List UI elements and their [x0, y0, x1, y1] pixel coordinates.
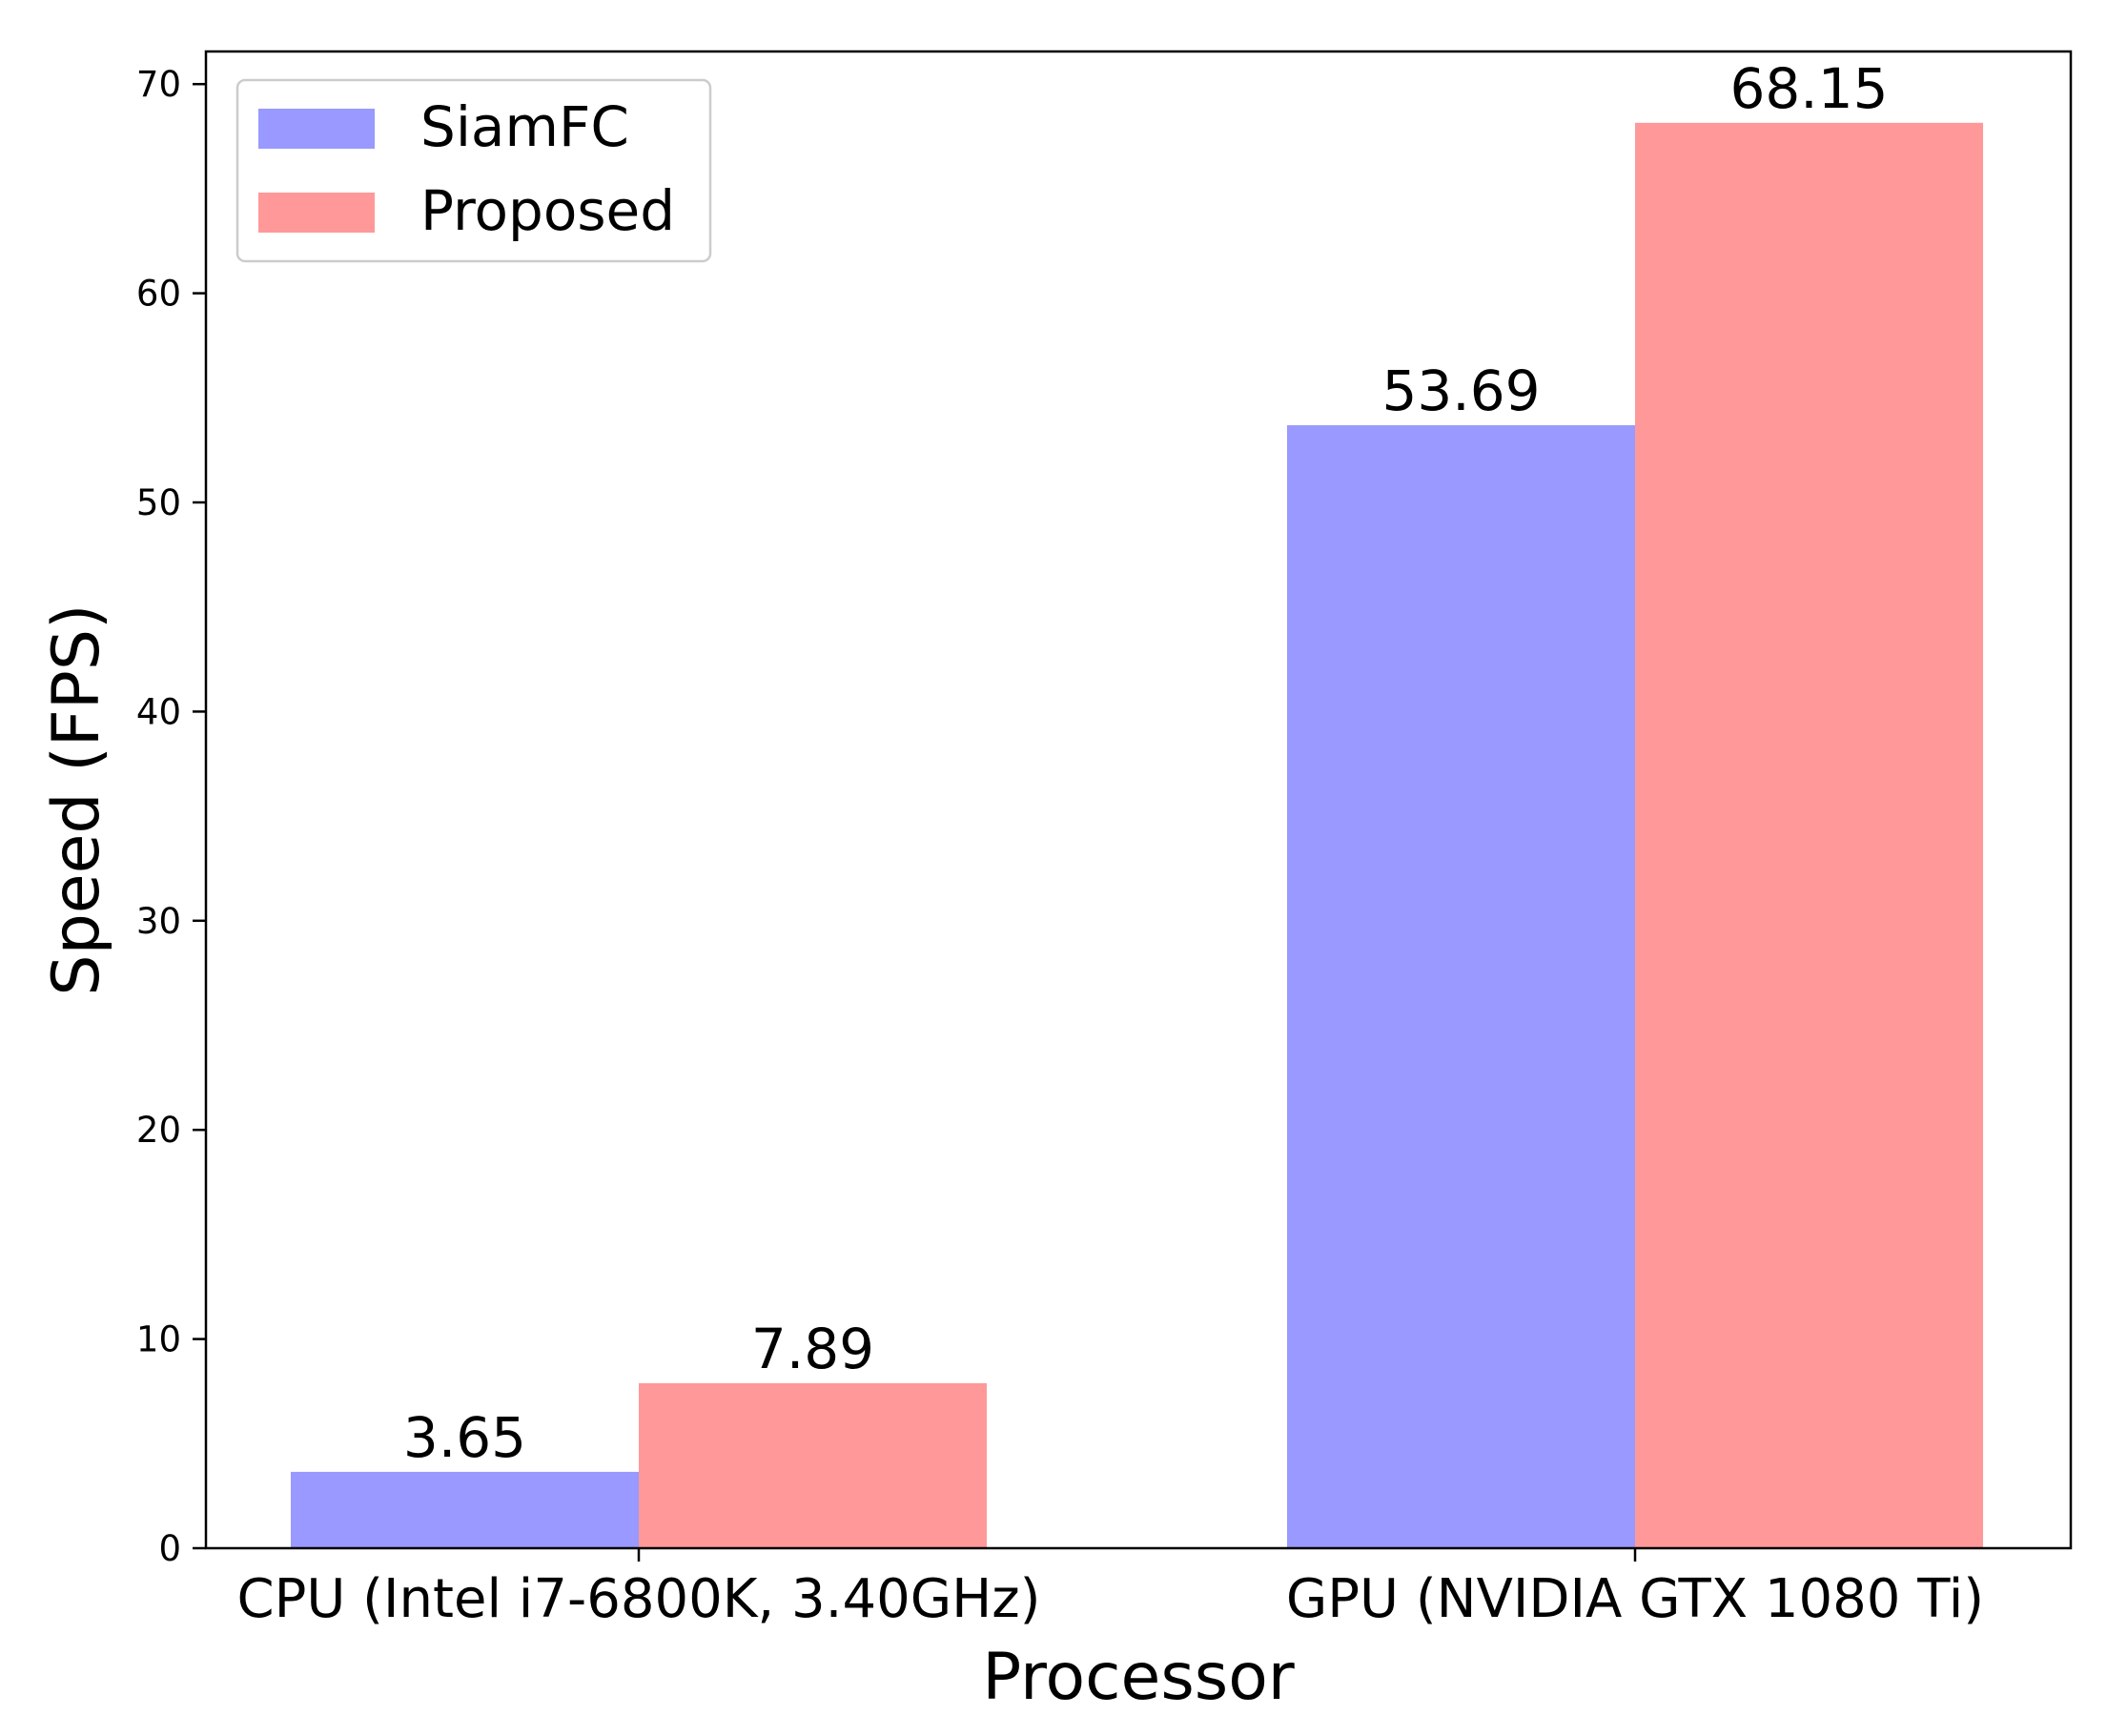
legend-swatch-proposed: [258, 193, 375, 233]
y-tick-label: 10: [136, 1319, 181, 1360]
legend-swatch-siamfc: [258, 109, 375, 149]
y-tick-label: 0: [158, 1528, 181, 1569]
bar-value-label: 7.89: [751, 1317, 874, 1381]
bars-layer: [291, 122, 1983, 1548]
y-tick-label: 40: [136, 691, 181, 732]
y-axis: 0 10 20 30 40 50 60 70: [136, 64, 206, 1569]
bar-siamfc-1: [1287, 425, 1635, 1548]
x-axis: CPU (Intel i7-6800K, 3.40GHz) GPU (NVIDIA…: [237, 1548, 1984, 1630]
y-tick-label: 70: [136, 64, 181, 105]
x-tick-label: CPU (Intel i7-6800K, 3.40GHz): [237, 1568, 1041, 1630]
plot-frame: [204, 50, 2073, 1550]
bar-proposed-1: [1635, 122, 1983, 1548]
y-tick-label: 50: [136, 482, 181, 523]
y-axis-label: Speed (FPS): [39, 603, 114, 995]
bar-value-label: 68.15: [1729, 56, 1888, 121]
y-tick-label: 30: [136, 901, 181, 942]
x-tick-label: GPU (NVIDIA GTX 1080 Ti): [1286, 1568, 1984, 1630]
legend-label-proposed: Proposed: [420, 178, 675, 243]
bar-value-label: 53.69: [1381, 358, 1540, 423]
y-tick-label: 60: [136, 274, 181, 315]
bar-value-label: 3.65: [403, 1405, 526, 1470]
x-axis-label: Processor: [982, 1640, 1295, 1715]
bar-siamfc-0: [291, 1471, 639, 1548]
legend-label-siamfc: SiamFC: [420, 94, 629, 159]
y-tick-label: 20: [136, 1110, 181, 1151]
bar-proposed-0: [639, 1382, 987, 1548]
bar-labels-layer: 3.65 53.69 7.89 68.15: [403, 56, 1889, 1470]
legend: SiamFC Proposed: [235, 78, 712, 263]
